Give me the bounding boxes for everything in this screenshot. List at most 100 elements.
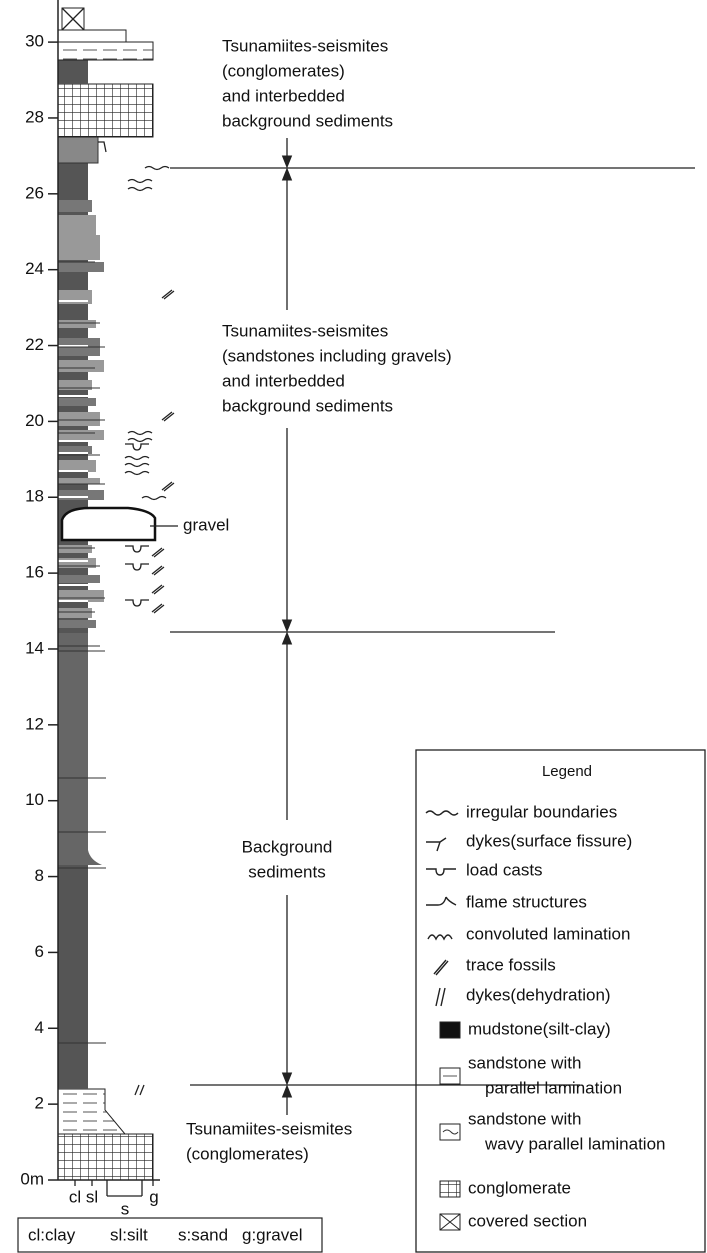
- legend-label: load casts: [466, 860, 543, 879]
- annotation: sediments: [248, 862, 325, 881]
- bed: [58, 430, 104, 440]
- symbol: [125, 457, 149, 460]
- legend-label: covered section: [468, 1211, 587, 1230]
- grain-key: cl:clay: [28, 1225, 76, 1244]
- tick-label: 10: [25, 790, 44, 809]
- bed: [58, 137, 98, 163]
- legend-icon: [434, 960, 448, 975]
- stratigraphic-column: 0m24681012141618202224262830 cl sl s g T…: [0, 0, 707, 1253]
- symbol: [125, 464, 149, 467]
- grain-key: sl:silt: [110, 1225, 148, 1244]
- legend-label: dykes(surface fissure): [466, 831, 632, 850]
- symbol: [145, 167, 169, 170]
- tick-label: 2: [35, 1094, 44, 1113]
- bed: [58, 412, 100, 426]
- tick-label: 8: [35, 866, 44, 885]
- bed: [58, 398, 96, 406]
- symbol: [162, 412, 174, 421]
- bed: [58, 1134, 153, 1180]
- bed: [58, 235, 100, 260]
- gravel-bed: [62, 508, 155, 540]
- annotation: and interbedded: [222, 371, 345, 390]
- annotation: (conglomerates): [222, 61, 345, 80]
- legend-icon: [426, 838, 446, 851]
- legend-icon: [428, 935, 452, 939]
- bed: [58, 360, 104, 372]
- legend: irregular boundaries dykes(surface fissur…: [426, 802, 665, 1230]
- tick-label: 6: [35, 942, 44, 961]
- annotation: (conglomerates): [186, 1144, 309, 1163]
- tick-label: 0m: [20, 1169, 44, 1188]
- bed: [58, 608, 92, 618]
- symbol: [128, 432, 152, 435]
- tick-label: 22: [25, 335, 44, 354]
- legend-label: parallel lamination: [485, 1078, 622, 1097]
- legend-label: sandstone with: [468, 1053, 581, 1072]
- symbol: [128, 188, 152, 191]
- bed: [58, 584, 88, 586]
- bed: [58, 575, 100, 583]
- tick-label: 20: [25, 411, 44, 430]
- symbol: [98, 142, 106, 152]
- legend-icon: [440, 1181, 460, 1197]
- legend-icon: [426, 869, 456, 875]
- tick-label: 4: [35, 1018, 44, 1037]
- column: [58, 8, 174, 1180]
- grain-label: s: [121, 1199, 130, 1218]
- symbol: [162, 482, 174, 491]
- grain-key: g:gravel: [242, 1225, 302, 1244]
- symbol: [152, 548, 164, 557]
- annotation: Tsunamiites-seismites: [186, 1119, 352, 1138]
- tick-label: 14: [25, 638, 44, 657]
- legend-label: mudstone(silt-clay): [468, 1019, 611, 1038]
- symbol: [125, 600, 149, 606]
- bed: [58, 30, 126, 42]
- bed: [58, 84, 153, 137]
- annotation: Background: [242, 837, 333, 856]
- legend-label: irregular boundaries: [466, 802, 617, 821]
- symbol: [128, 439, 152, 442]
- legend-icon: [440, 1068, 460, 1084]
- symbol: [125, 472, 149, 475]
- symbol: [125, 546, 149, 552]
- bed: [58, 865, 88, 1089]
- bed: [58, 395, 88, 397]
- legend-label: dykes(dehydration): [466, 985, 611, 1004]
- annotation: background sediments: [222, 396, 393, 415]
- tick-label: 28: [25, 107, 44, 126]
- bed: [58, 545, 92, 553]
- bed: [58, 262, 104, 272]
- legend-icon: [436, 988, 445, 1006]
- grain-key: s:sand: [178, 1225, 228, 1244]
- bed: [58, 42, 153, 60]
- grain-label: sl: [86, 1187, 98, 1206]
- annotation: background sediments: [222, 111, 393, 130]
- annotation: (sandstones including gravels): [222, 346, 452, 365]
- bed: [58, 620, 96, 628]
- boundaries: [150, 138, 695, 1115]
- symbol: [135, 1085, 144, 1095]
- symbol: [125, 564, 149, 570]
- annotation: Tsunamiites-seismites: [222, 36, 388, 55]
- bed: [58, 300, 88, 302]
- legend-icon: [426, 897, 456, 905]
- tick-label: 24: [25, 259, 44, 278]
- bed: [58, 632, 102, 865]
- bed: [58, 320, 96, 328]
- legend-label: wavy parallel lamination: [484, 1134, 665, 1153]
- symbol: [128, 180, 152, 183]
- symbol: [142, 497, 166, 500]
- bed: [58, 452, 88, 454]
- annotation: and interbedded: [222, 86, 345, 105]
- symbol: [152, 566, 164, 575]
- symbol: [152, 604, 164, 613]
- legend-label: trace fossils: [466, 955, 556, 974]
- bed: [58, 215, 96, 235]
- tick-label: 26: [25, 183, 44, 202]
- legend-label: conglomerate: [468, 1178, 571, 1197]
- symbol: [152, 585, 164, 594]
- legend-label: sandstone with: [468, 1109, 581, 1128]
- bed: [58, 470, 88, 472]
- bed: [58, 1089, 125, 1134]
- gravel-label: gravel: [183, 515, 229, 534]
